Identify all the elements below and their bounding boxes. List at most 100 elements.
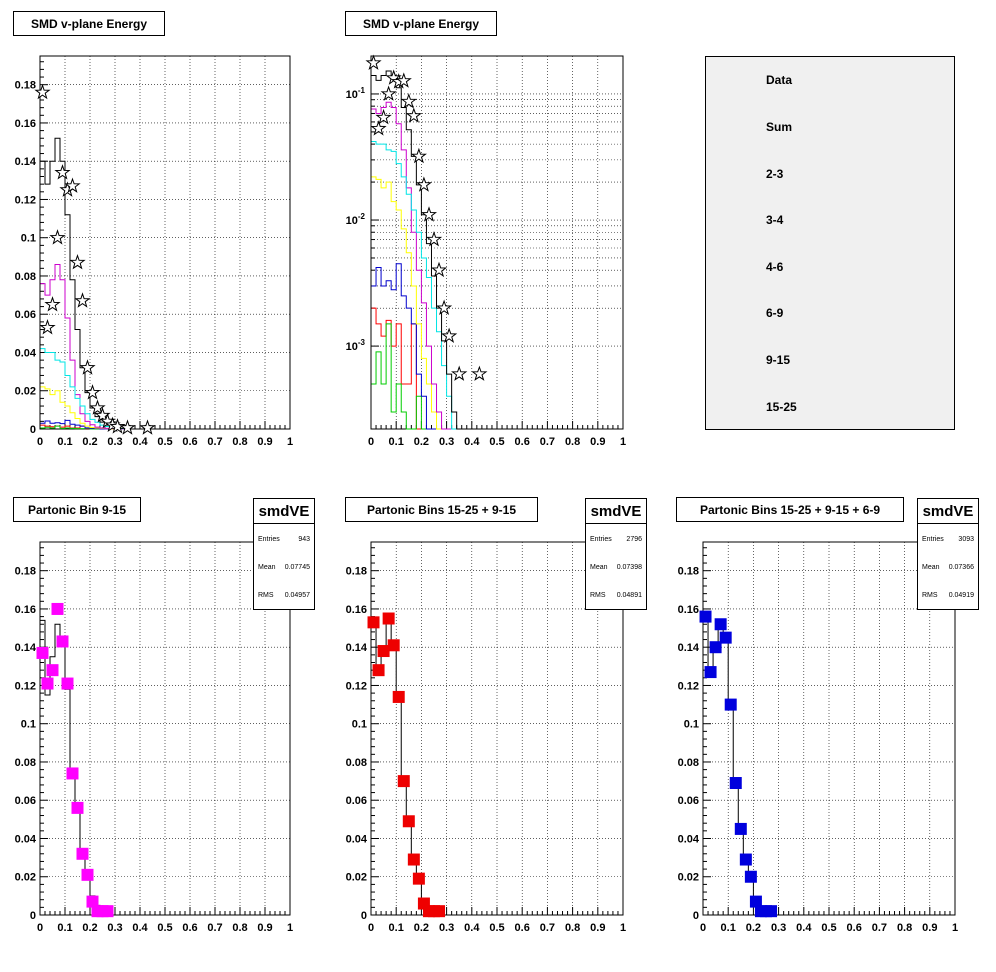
sum-histogram: [370, 618, 623, 916]
stats-name: smdVE: [586, 499, 646, 524]
pad-5: [699, 541, 956, 918]
stats-label: Entries: [258, 535, 280, 543]
x-tick-label: 1: [287, 922, 293, 934]
x-tick-label: 1: [620, 922, 626, 934]
data-point-square: [729, 777, 742, 790]
x-tick-label: 0.8: [565, 436, 580, 448]
data-point-star: [139, 419, 156, 435]
x-tick-label: 0.4: [464, 922, 480, 934]
data-point-star: [415, 176, 433, 192]
x-tick-label: 0.4: [464, 436, 480, 448]
y-tick-label: 0: [30, 910, 36, 922]
x-tick-label: 0.2: [82, 436, 97, 448]
x-tick-label: 0.6: [847, 922, 862, 934]
legend-label-4-6: 4-6: [766, 260, 784, 274]
data-point-star: [370, 120, 387, 136]
data-point-star: [451, 365, 468, 381]
data-point-square: [744, 870, 757, 883]
x-tick-label: 0.7: [207, 922, 222, 934]
data-point-square: [714, 618, 727, 631]
y-tick-label: 0.06: [15, 309, 36, 321]
x-tick-label: 1: [952, 922, 958, 934]
data-point-star: [400, 93, 417, 109]
y-tick-label: 0.18: [15, 80, 36, 92]
y-tick-label: 0.06: [15, 795, 36, 807]
data-point-square: [724, 698, 737, 711]
x-tick-label: 0.5: [821, 922, 836, 934]
y-tick-label: 0.16: [346, 604, 367, 616]
data-point-square: [402, 815, 415, 828]
y-tick-label: 0.1: [21, 719, 36, 731]
data-point-square: [56, 635, 69, 648]
x-tick-label: 1: [620, 436, 626, 448]
stats-value: 943: [298, 535, 310, 543]
data-point-square: [41, 677, 54, 690]
data-point-star: [84, 384, 101, 400]
y-tick-label: 0.16: [15, 604, 36, 616]
data-point-square: [51, 602, 64, 615]
data-point-square: [36, 646, 49, 659]
pad-4: [367, 541, 624, 918]
x-tick-label: 0: [37, 922, 43, 934]
data-point-star: [39, 319, 56, 335]
y-tick-label: 0.14: [15, 642, 37, 654]
stats-value: 0.07398: [616, 563, 642, 571]
y-tick-label: 0.12: [678, 680, 699, 692]
data-point-square: [66, 767, 79, 780]
stats-box-pad3: smdVE Entries 943 Mean 0.07745 RMS 0.04957: [253, 498, 315, 610]
x-tick-label: 0.1: [57, 436, 72, 448]
y-tick-label: 0.1: [21, 233, 36, 245]
y-tick-label: 0.02: [15, 872, 36, 884]
data-point-square: [46, 664, 59, 677]
y-tick-label: 0.02: [346, 872, 367, 884]
stats-value: 0.07745: [284, 563, 310, 571]
stats-value: 2796: [626, 535, 642, 543]
stats-label: Mean: [258, 563, 276, 571]
x-tick-label: 0.6: [182, 436, 197, 448]
stats-label: RMS: [590, 591, 606, 599]
legend: Data Sum 2-3 3-4 4-6 6-9 9-15 15-25: [705, 56, 955, 430]
legend-label-15-25: 15-25: [766, 400, 797, 414]
stats-label: Mean: [590, 563, 608, 571]
data-point-square: [101, 905, 114, 918]
x-tick-label: 0.8: [232, 436, 247, 448]
data-point-square: [407, 853, 420, 866]
data-point-square: [367, 616, 380, 629]
y-tick-label: 0.02: [678, 872, 699, 884]
data-point-square: [699, 610, 712, 623]
data-point-star: [89, 399, 106, 415]
data-point-square: [739, 853, 752, 866]
y-tick-label: 0.12: [15, 680, 36, 692]
x-tick-label: 0.7: [540, 436, 555, 448]
x-tick-label: 0.8: [897, 922, 912, 934]
x-tick-label: 0.9: [590, 436, 605, 448]
y-tick-label: 0.14: [678, 642, 700, 654]
x-tick-label: 0.3: [439, 436, 454, 448]
stats-value: 0.07366: [948, 563, 974, 571]
x-tick-label: 0.2: [414, 436, 429, 448]
pad2-title: SMD v-plane Energy: [345, 11, 497, 36]
data-point-star: [44, 296, 61, 312]
x-tick-label: 0.6: [182, 922, 197, 934]
data-point-square: [81, 868, 94, 881]
x-tick-label: 0: [37, 436, 43, 448]
legend-label-3-4: 3-4: [766, 213, 784, 227]
x-tick-label: 0.3: [107, 436, 122, 448]
stats-label: RMS: [922, 591, 938, 599]
data-point-star: [34, 83, 51, 100]
y-tick-label: 0.06: [346, 795, 367, 807]
legend-label-2-3: 2-3: [766, 167, 784, 181]
y-tick-label: 0.04: [678, 833, 700, 845]
legend-label-data: Data: [766, 73, 793, 87]
y-tick-label: 0.04: [15, 347, 37, 359]
legend-label-6-9: 6-9: [766, 306, 784, 320]
data-point-star: [365, 54, 382, 70]
x-tick-label: 0.9: [257, 922, 272, 934]
pad-1: [34, 55, 291, 435]
x-tick-label: 0: [368, 436, 374, 448]
y-tick-label: 0.08: [15, 757, 36, 769]
x-tick-label: 0.3: [439, 922, 454, 934]
data-point-star: [109, 418, 126, 434]
x-tick-label: 0.2: [82, 922, 97, 934]
data-point-star: [49, 229, 66, 245]
